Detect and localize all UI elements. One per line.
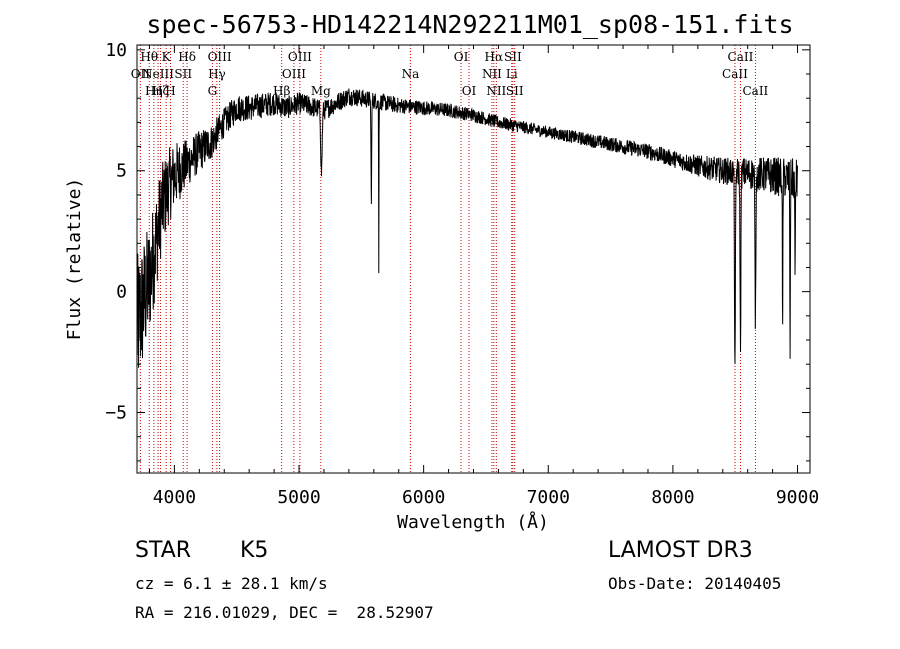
line-label: OIII: [208, 50, 232, 64]
x-tick-label: 4000: [153, 487, 196, 508]
line-label: CaII: [722, 67, 748, 81]
line-label: G: [208, 84, 218, 98]
line-label: Na: [402, 67, 420, 81]
x-axis-label: Wavelength (Å): [397, 511, 549, 533]
line-label: Hδ: [178, 50, 196, 64]
object-class: STAR: [135, 538, 192, 563]
line-label: OII: [131, 67, 151, 81]
spectral-line-markers: [139, 45, 756, 473]
x-tick-label: 5000: [277, 487, 320, 508]
line-label: SII: [506, 84, 524, 98]
line-label: CaII: [742, 84, 768, 98]
y-axis-label: Flux (relative): [64, 178, 85, 341]
line-label: Hθ: [140, 50, 158, 64]
spectrum-line: [136, 88, 798, 368]
axis-ticks: 4000 5000 6000 7000 8000 9000 −5 0 5 10: [105, 40, 819, 508]
survey-name: LAMOST DR3: [608, 538, 753, 563]
line-label: NII: [482, 67, 502, 81]
line-label: NII: [486, 84, 506, 98]
line-label: OIII: [288, 50, 312, 64]
obs-date: Obs-Date: 20140405: [608, 574, 782, 593]
line-label: SII: [174, 67, 192, 81]
spectral-line-labels: OII Hθ Hη NeIII Hζ K H SII Hδ G Hγ OIII Hβ OIII OIII Mg…: [131, 50, 769, 98]
line-label: NeIII: [142, 67, 174, 81]
line-label: OIII: [282, 67, 306, 81]
line-label: Hβ: [273, 84, 290, 98]
line-label: Hζ: [152, 84, 169, 98]
y-tick-label: −5: [105, 403, 127, 424]
line-label: CaII: [728, 50, 754, 64]
line-label: Mg: [311, 84, 331, 98]
x-tick-label: 6000: [402, 487, 445, 508]
spectrum-series: [136, 88, 798, 368]
line-label: Hη: [145, 84, 163, 98]
line-label: H: [165, 84, 175, 98]
redshift-readout: cz = 6.1 ± 28.1 km/s: [135, 574, 328, 593]
line-label: OI: [462, 84, 477, 98]
line-label: SII: [504, 50, 522, 64]
coordinates-readout: RA = 216.01029, DEC = 28.52907: [135, 603, 434, 622]
x-tick-label: 8000: [651, 487, 694, 508]
line-label: Li: [506, 67, 518, 81]
x-tick-label: 9000: [776, 487, 819, 508]
y-tick-label: 5: [116, 161, 127, 182]
line-label: Hα: [485, 50, 504, 64]
line-label: Hγ: [208, 67, 226, 81]
y-tick-label: 0: [116, 282, 127, 303]
y-tick-label: 10: [105, 40, 127, 61]
x-tick-label: 7000: [527, 487, 570, 508]
object-subclass: K5: [240, 538, 269, 563]
line-label: K: [162, 50, 172, 64]
chart-title: spec-56753-HD142214N292211M01_sp08-151.f…: [146, 10, 793, 39]
line-label: OI: [454, 50, 469, 64]
